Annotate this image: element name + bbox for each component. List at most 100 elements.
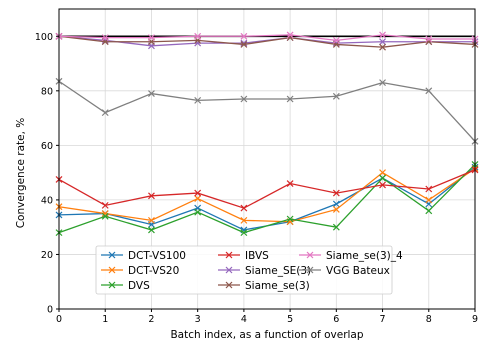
legend-label: DCT-VS100: [128, 250, 186, 262]
data-point: [101, 109, 109, 117]
legend-label: Siame_se(3): [245, 280, 310, 292]
x-axis-title: Batch index, as a function of overlap: [170, 329, 363, 341]
data-point: [194, 195, 202, 202]
series-IBVS: [55, 166, 479, 212]
series-DCT-VS20: [55, 165, 479, 226]
legend-label: DVS: [128, 280, 150, 292]
x-tick-label: 3: [195, 314, 201, 325]
x-tick-label: 0: [56, 314, 62, 325]
legend-label: IBVS: [245, 250, 269, 262]
legend-marker: [306, 266, 314, 274]
x-tick-label: 1: [102, 314, 108, 325]
legend-item-DCT-VS20: DCT-VS20: [101, 265, 179, 277]
data-point: [332, 223, 340, 231]
series-line: [58, 35, 476, 48]
data-point: [379, 174, 386, 182]
data-point: [332, 189, 340, 197]
series-line: [58, 163, 476, 234]
y-tick-label: 60: [41, 141, 53, 152]
series-line: [58, 35, 475, 47]
series-line: [58, 168, 476, 223]
legend-label: DCT-VS20: [128, 265, 179, 277]
legend-marker: [225, 251, 233, 259]
series-DCT-VS100: [55, 163, 479, 234]
legend-item-VGG Bateux: VGG Bateux: [299, 265, 390, 277]
data-point: [148, 226, 155, 234]
legend-item-DVS: DVS: [101, 280, 150, 292]
x-tick-label: 5: [287, 314, 293, 325]
data-point: [379, 169, 386, 177]
series-VGG Bateux: [55, 77, 479, 145]
y-tick-label: 100: [35, 32, 53, 43]
data-point: [425, 87, 433, 95]
data-point: [240, 95, 248, 103]
data-point: [148, 34, 155, 42]
data-point: [286, 215, 294, 223]
y-tick-label: 0: [47, 305, 53, 316]
data-point: [194, 208, 202, 216]
data-point: [194, 189, 202, 197]
data-point: [240, 204, 248, 212]
data-point: [425, 35, 433, 43]
data-point: [286, 180, 294, 187]
y-tick-label: 40: [41, 195, 53, 206]
data-point: [332, 92, 340, 100]
data-point: [379, 31, 386, 39]
data-point: [148, 216, 155, 224]
data-point: [101, 201, 109, 209]
y-tick-label: 20: [41, 250, 53, 261]
legend-item-Siame_SE(3): Siame_SE(3): [218, 265, 311, 277]
legend-marker: [108, 281, 116, 289]
data-point: [379, 38, 386, 46]
data-point: [425, 207, 433, 215]
data-point: [240, 39, 248, 47]
data-point: [286, 95, 294, 103]
legend-item-Siame_se(3): Siame_se(3): [218, 280, 310, 292]
legend-item-DCT-VS100: DCT-VS100: [101, 250, 186, 262]
legend-marker: [306, 251, 314, 259]
data-point: [379, 79, 386, 87]
plot-frame: [58, 8, 476, 310]
data-point: [194, 32, 202, 40]
data-point: [332, 206, 340, 213]
legend-marker: [108, 266, 116, 274]
legend: DCT-VS100 DCT-VS20 DVS IBVS Siame_SE(3) Siame…: [95, 245, 403, 295]
legend-marker: [225, 266, 233, 274]
x-tick-label: 2: [148, 314, 154, 325]
data-point: [425, 38, 433, 46]
legend-marker: [108, 251, 116, 259]
series-line: [58, 80, 476, 142]
legend-label: VGG Bateux: [326, 265, 390, 277]
data-point: [240, 229, 248, 237]
x-tick-label: 4: [241, 314, 247, 325]
data-point: [240, 41, 248, 48]
data-point: [148, 90, 155, 97]
data-point: [425, 185, 433, 193]
y-axis-title: Convergence rate, %: [15, 118, 27, 229]
data-point: [286, 31, 294, 39]
data-point: [379, 43, 386, 51]
x-tick-label: 8: [426, 314, 432, 325]
data-point: [240, 216, 248, 224]
data-point: [101, 34, 109, 42]
x-tick-label: 7: [380, 314, 386, 325]
data-point: [101, 212, 109, 220]
data-point: [332, 200, 340, 208]
legend-item-Siame_se(3)_4: Siame_se(3)_4: [299, 250, 403, 262]
y-tick-label: 80: [41, 86, 53, 97]
legend-box: [95, 245, 393, 295]
legend-label: Siame_SE(3): [245, 265, 311, 277]
series-line: [58, 34, 475, 42]
series-line: [58, 169, 476, 209]
legend-item-IBVS: IBVS: [218, 250, 269, 262]
x-tick-label: 6: [333, 314, 339, 325]
data-point: [101, 210, 109, 217]
data-point: [379, 181, 386, 189]
x-tick-label: 9: [472, 314, 478, 325]
legend-marker: [225, 281, 233, 289]
series-layer: [55, 31, 479, 237]
data-point: [240, 32, 248, 40]
legend-label: Siame_se(3)_4: [326, 250, 403, 262]
data-point: [425, 196, 433, 204]
